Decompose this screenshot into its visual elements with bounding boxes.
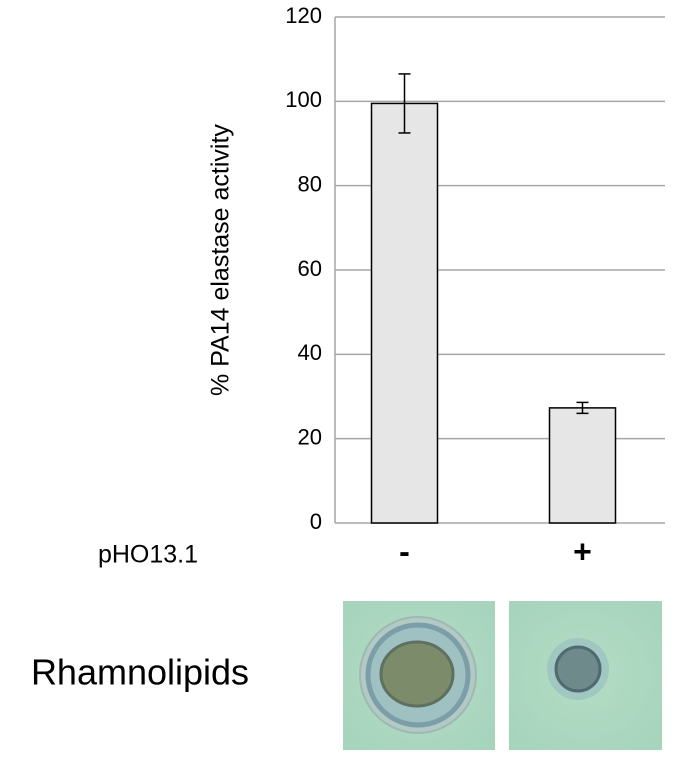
row-label: pHO13.1	[98, 541, 198, 569]
x-tick-label: +	[573, 533, 592, 569]
y-tick-label: 120	[285, 3, 322, 28]
y-tick-label: 60	[298, 256, 322, 281]
plate-1	[343, 601, 495, 750]
plate-2	[509, 601, 662, 750]
y-tick-label: 100	[285, 87, 322, 112]
y-tick-label: 20	[298, 424, 322, 449]
image-label: Rhamnolipids	[31, 652, 249, 693]
x-tick-label: -	[399, 533, 410, 569]
y-tick-label: 0	[310, 509, 322, 534]
y-tick-label: 80	[298, 171, 322, 196]
y-axis-label: % PA14 elastase activity	[207, 124, 235, 396]
y-tick-label: 40	[298, 340, 322, 365]
bar	[370, 102, 439, 524]
bar	[548, 407, 617, 524]
